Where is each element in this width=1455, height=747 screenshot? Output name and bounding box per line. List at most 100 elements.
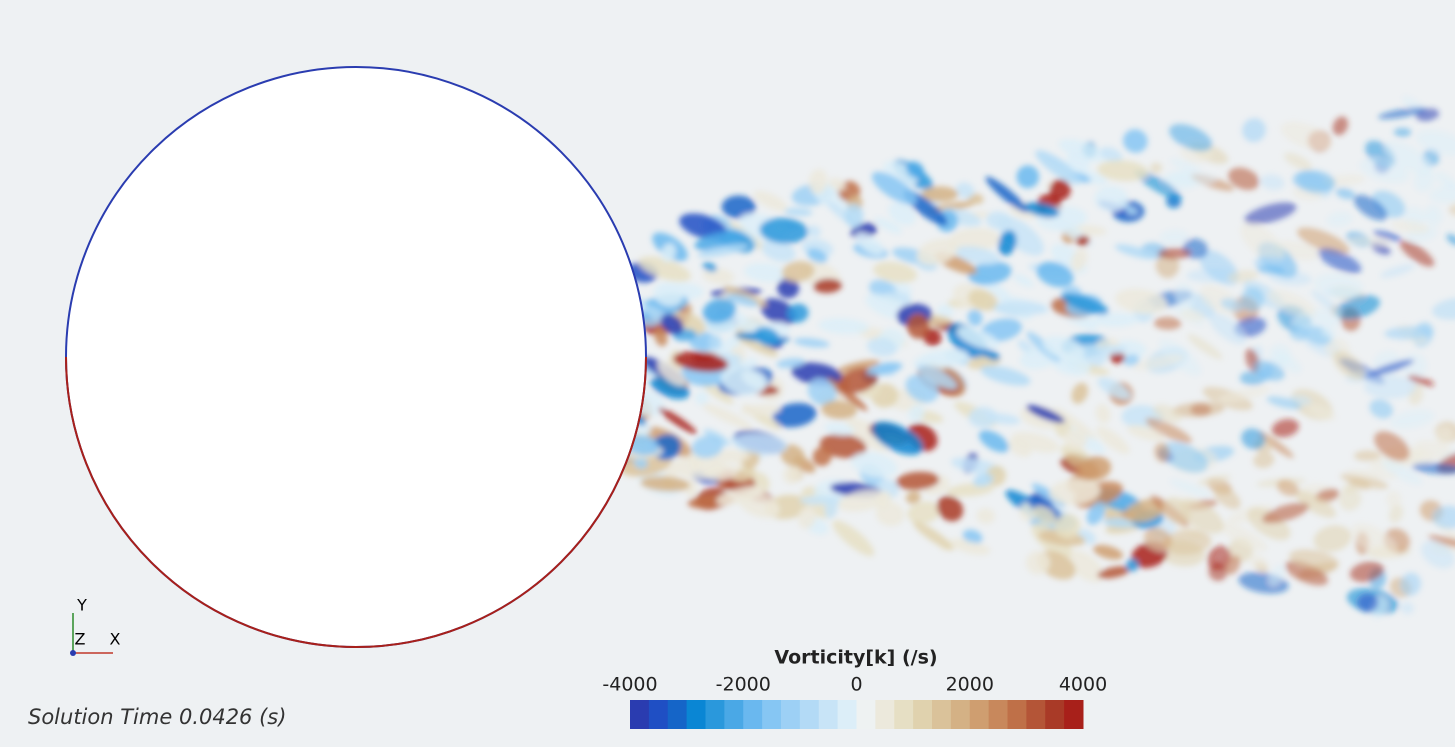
vortex-blob <box>760 298 797 326</box>
vortex-blob <box>813 278 842 293</box>
vortex-blob <box>1161 498 1191 524</box>
vortex-blob <box>1353 194 1388 221</box>
vortex-blob <box>1016 165 1040 189</box>
vortex-blob <box>1400 353 1427 379</box>
vortex-blob <box>1421 540 1455 569</box>
vortex-blob <box>1335 187 1356 200</box>
vortex-blob <box>980 365 1031 386</box>
vortex-blob <box>1054 513 1081 539</box>
colorbar-band <box>762 700 782 729</box>
vortex-blob <box>906 313 930 339</box>
colorbar-band <box>1026 700 1046 729</box>
vortex-blob <box>1049 179 1071 201</box>
vortex-blob <box>1023 202 1060 218</box>
vortex-blob <box>1256 265 1285 275</box>
vortex-blob <box>708 335 723 351</box>
vortex-blob <box>1157 247 1192 260</box>
vortex-blob <box>1432 297 1455 320</box>
colorbar-band <box>856 700 876 729</box>
vortex-blob <box>793 337 830 348</box>
vortex-blob <box>1400 572 1421 596</box>
vortex-blob <box>1400 602 1414 614</box>
vortex-blob <box>1432 505 1455 529</box>
vortex-blob <box>657 360 686 387</box>
vortex-blob <box>855 232 884 256</box>
vortex-blob <box>985 176 1028 213</box>
vortex-blob <box>654 326 668 347</box>
colorbar-band <box>969 700 990 729</box>
vortex-blob <box>846 417 890 452</box>
colorbar-tick-label: 0 <box>850 674 862 696</box>
vortex-blob <box>1413 168 1435 192</box>
vortex-blob <box>1063 429 1088 449</box>
vortex-blob <box>1332 116 1349 136</box>
vortex-blob <box>781 261 815 283</box>
vortex-blob <box>1284 152 1313 171</box>
colorbar-band <box>913 700 933 729</box>
vortex-blob <box>916 364 958 390</box>
vortex-blob <box>1036 261 1074 288</box>
vortex-blob <box>844 203 864 228</box>
vortex-blob <box>1295 490 1336 518</box>
vortex-blob <box>947 227 1000 253</box>
vortex-blob <box>1349 561 1384 583</box>
vortex-blob <box>1169 158 1202 174</box>
vortex-blob <box>1025 550 1051 575</box>
vortex-blob <box>1171 402 1225 418</box>
vortex-blob <box>1180 308 1205 322</box>
vortex-blob <box>1155 252 1180 279</box>
colorbar-band <box>705 700 725 729</box>
colorbar-band <box>894 700 914 729</box>
vortex-blob <box>744 263 789 283</box>
vortex-blob <box>754 326 780 347</box>
vortex-blob <box>1416 129 1455 156</box>
vortex-blob <box>1348 478 1371 490</box>
vortex-blob <box>1066 550 1104 583</box>
vortex-blob <box>1388 504 1404 523</box>
vortex-blob <box>1160 442 1209 473</box>
vortex-blob <box>907 501 941 524</box>
vortex-blob <box>1123 354 1140 366</box>
vortex-blob <box>866 362 903 376</box>
vortex-blob <box>1381 459 1423 485</box>
vortex-blob <box>1241 428 1266 450</box>
vortex-blob <box>1276 479 1299 496</box>
vortex-blob <box>1297 227 1350 255</box>
vortex-blob <box>776 358 805 369</box>
vortex-blob <box>783 207 813 217</box>
vortex-blob <box>1266 396 1302 410</box>
vortex-blob <box>732 433 788 455</box>
vortex-blob <box>1061 293 1109 315</box>
vortex-blob <box>1012 273 1034 287</box>
vortex-blob <box>658 407 697 434</box>
colorbar-band <box>875 700 895 729</box>
vortex-blob <box>1219 522 1268 552</box>
vortex-blob <box>1101 345 1128 355</box>
vortex-blob <box>807 225 821 238</box>
vortex-blob <box>1093 544 1123 560</box>
vortex-blob <box>1240 287 1265 312</box>
vortex-blob <box>1169 479 1212 497</box>
vortex-blob <box>787 303 809 323</box>
vortex-blob <box>691 435 724 459</box>
vortex-blob <box>653 282 683 307</box>
vortex-blob <box>694 230 745 251</box>
vortex-blob <box>716 485 765 505</box>
vortex-blob <box>1240 222 1285 263</box>
vortex-blob <box>1097 566 1131 579</box>
vortex-blob <box>1450 200 1455 218</box>
colorbar-tick-label: -2000 <box>716 674 771 696</box>
vortex-blob <box>1386 490 1402 509</box>
vortex-blob <box>1345 236 1390 246</box>
vortex-blob <box>895 471 940 490</box>
vortex-blob <box>1369 399 1394 419</box>
vortex-blob <box>1407 375 1435 387</box>
vortex-blob <box>1220 298 1245 312</box>
vortex-blob <box>1345 469 1399 479</box>
vortex-blob <box>1217 386 1270 403</box>
vortex-blob <box>913 349 969 370</box>
vortex-blob <box>1159 229 1190 245</box>
vortex-blob <box>638 256 691 282</box>
vortex-blob <box>1335 295 1380 320</box>
